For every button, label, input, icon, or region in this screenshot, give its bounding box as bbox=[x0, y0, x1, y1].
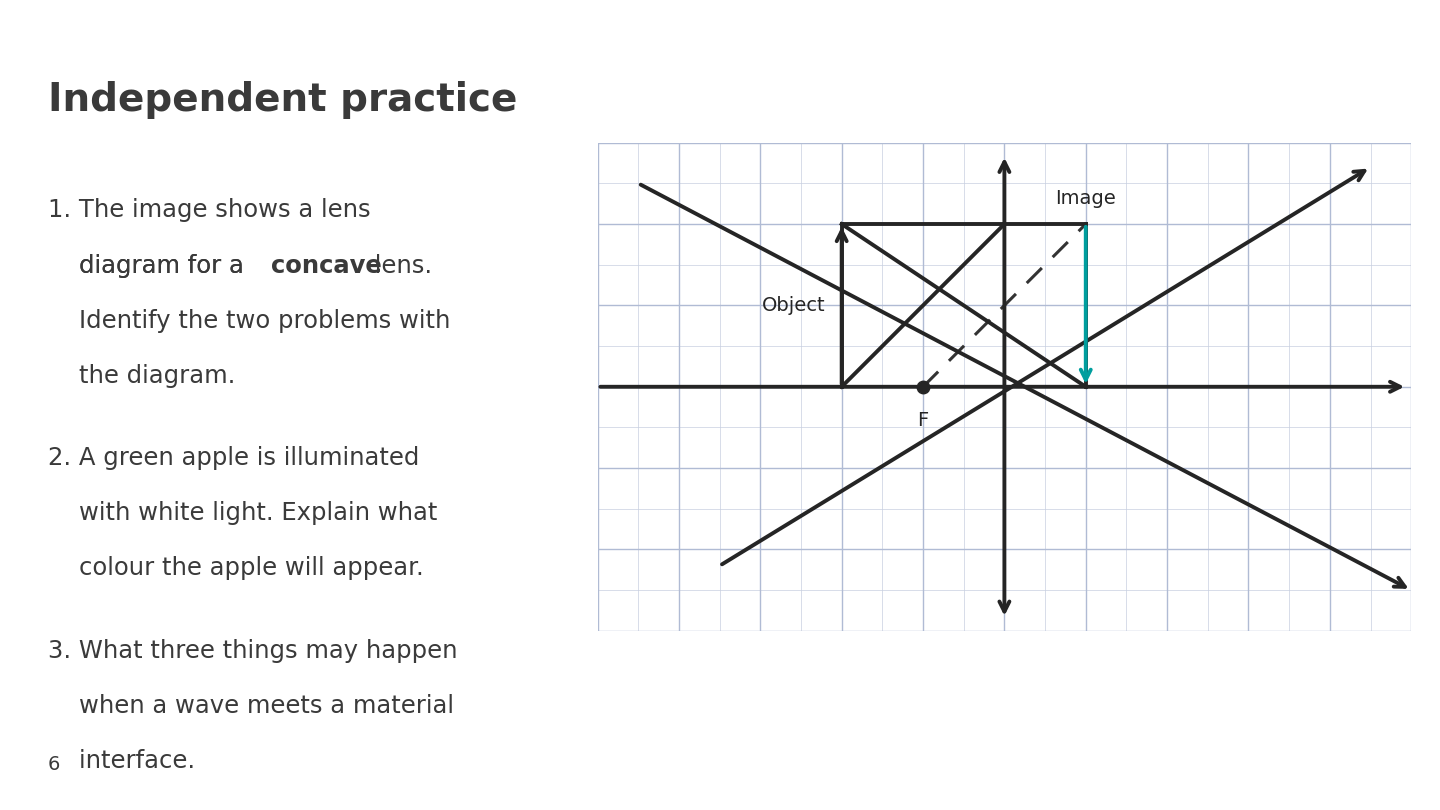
Text: 6: 6 bbox=[48, 755, 60, 774]
Text: the diagram.: the diagram. bbox=[48, 364, 235, 388]
Text: Identify the two problems with: Identify the two problems with bbox=[48, 309, 449, 333]
Text: concave: concave bbox=[271, 254, 382, 278]
Text: with white light. Explain what: with white light. Explain what bbox=[48, 501, 436, 526]
Text: Independent practice: Independent practice bbox=[48, 81, 517, 119]
Text: Object: Object bbox=[762, 296, 825, 315]
Text: diagram for a: diagram for a bbox=[48, 254, 251, 278]
Text: 2. A green apple is illuminated: 2. A green apple is illuminated bbox=[48, 446, 419, 471]
Text: F: F bbox=[917, 411, 929, 430]
Text: Image: Image bbox=[1056, 189, 1116, 208]
Text: 3. What three things may happen: 3. What three things may happen bbox=[48, 639, 456, 663]
Text: colour the apple will appear.: colour the apple will appear. bbox=[48, 556, 423, 581]
Text: interface.: interface. bbox=[48, 749, 194, 774]
Text: diagram for a: diagram for a bbox=[48, 254, 251, 278]
Text: 1. The image shows a lens: 1. The image shows a lens bbox=[48, 198, 370, 223]
Text: lens.: lens. bbox=[367, 254, 432, 278]
Text: when a wave meets a material: when a wave meets a material bbox=[48, 694, 454, 718]
